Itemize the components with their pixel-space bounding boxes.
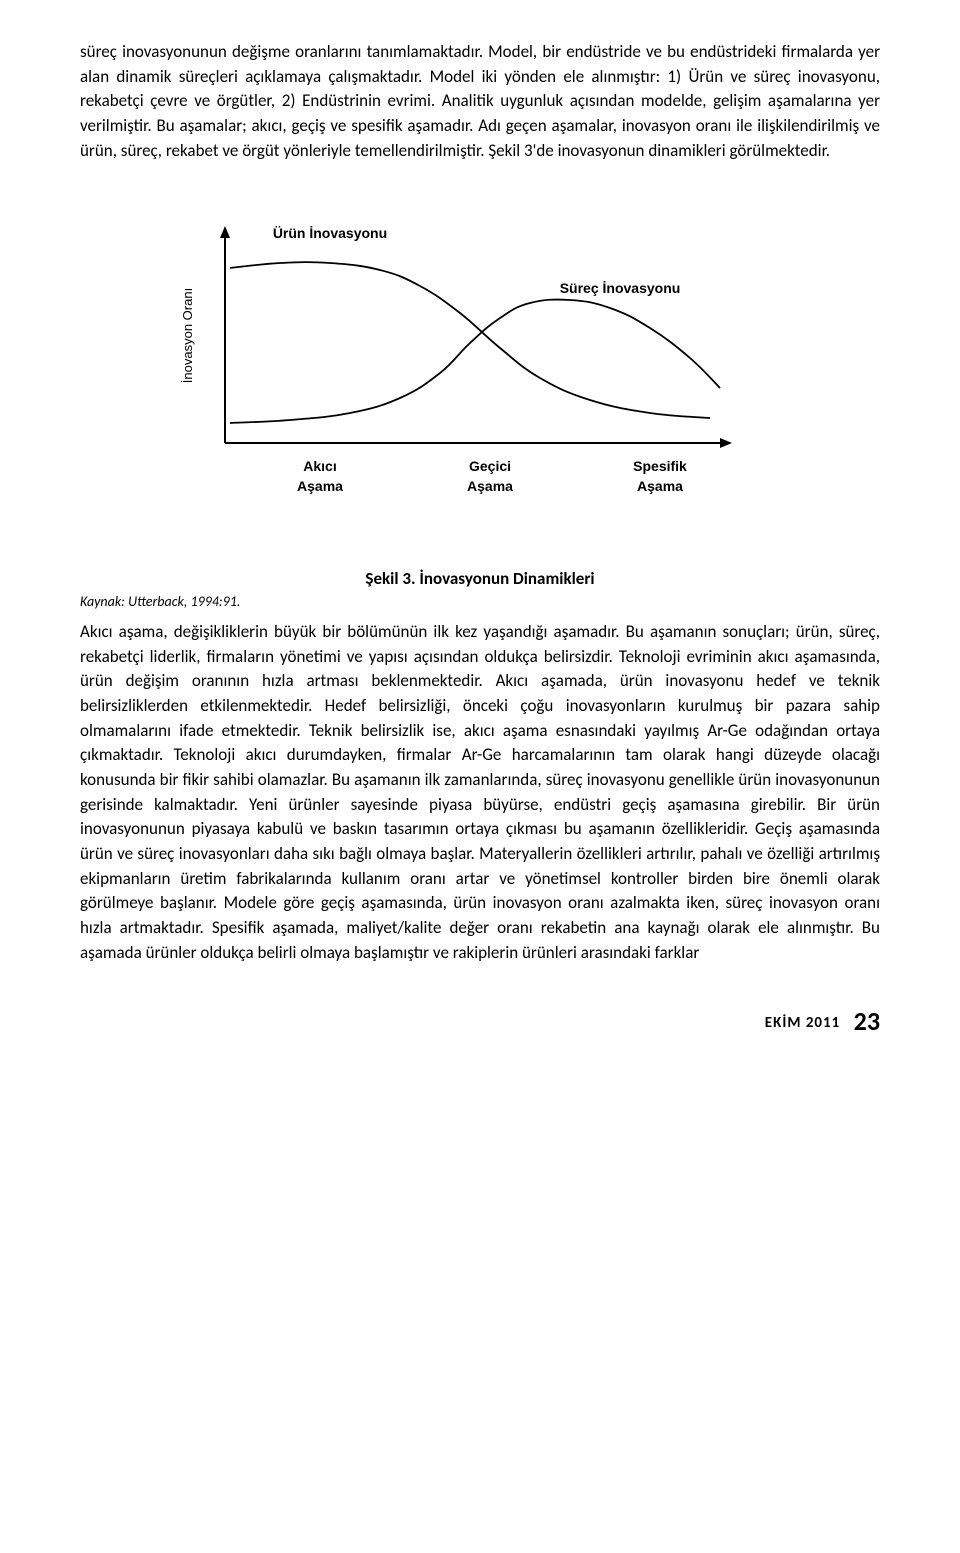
svg-text:Geçici: Geçici [469,458,511,474]
body-paragraph: Akıcı aşama, değişikliklerin büyük bir b… [80,620,880,965]
page-footer: EKİM 2011 23 [80,1005,880,1037]
figure-source: Kaynak: Utterback, 1994:91. [80,593,880,610]
svg-text:Aşama: Aşama [297,478,343,494]
chart-container: İnovasyon Oranı Ürün İnovasyonu Süreç İnov… [80,188,880,538]
footer-month: EKİM 2011 [765,1014,840,1032]
svg-text:Akıcı: Akıcı [303,458,336,474]
svg-text:İnovasyon Oranı: İnovasyon Oranı [180,288,195,383]
footer-page-number: 23 [854,1005,880,1037]
innovation-dynamics-chart: İnovasyon Oranı Ürün İnovasyonu Süreç İnov… [170,188,790,538]
svg-text:Ürün İnovasyonu: Ürün İnovasyonu [273,225,387,241]
svg-text:Süreç İnovasyonu: Süreç İnovasyonu [560,280,681,296]
intro-paragraph: süreç inovasyonunun değişme oranlarını t… [80,40,880,163]
svg-text:Spesifik: Spesifik [633,458,687,474]
svg-text:Aşama: Aşama [467,478,513,494]
svg-text:Aşama: Aşama [637,478,683,494]
figure-caption: Şekil 3. İnovasyonun Dinamikleri [80,568,880,589]
